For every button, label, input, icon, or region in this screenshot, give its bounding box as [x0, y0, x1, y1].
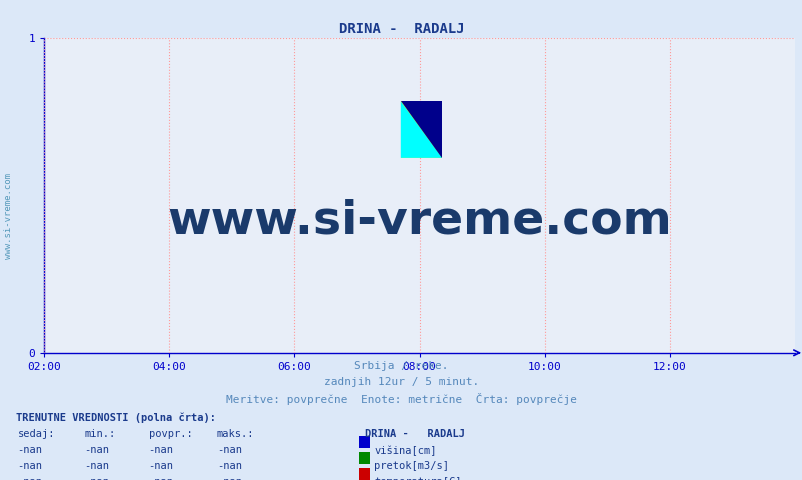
Text: povpr.:: povpr.: [148, 429, 192, 439]
Text: -nan: -nan [217, 461, 241, 471]
Text: -nan: -nan [217, 477, 241, 480]
Text: -nan: -nan [84, 445, 109, 456]
Text: maks.:: maks.: [217, 429, 254, 439]
Text: zadnjih 12ur / 5 minut.: zadnjih 12ur / 5 minut. [323, 377, 479, 387]
Text: -nan: -nan [217, 445, 241, 456]
Text: TRENUTNE VREDNOSTI (polna črta):: TRENUTNE VREDNOSTI (polna črta): [16, 413, 216, 423]
Text: min.:: min.: [84, 429, 115, 439]
Text: Srbija / reke.: Srbija / reke. [354, 361, 448, 371]
Text: -nan: -nan [18, 461, 43, 471]
Text: -nan: -nan [148, 445, 173, 456]
Text: -nan: -nan [18, 477, 43, 480]
Polygon shape [400, 101, 442, 158]
Text: temperatura[C]: temperatura[C] [374, 477, 461, 480]
Text: -nan: -nan [148, 461, 173, 471]
Text: -nan: -nan [84, 477, 109, 480]
Text: DRINA -   RADALJ: DRINA - RADALJ [365, 429, 465, 439]
Text: -nan: -nan [148, 477, 173, 480]
Polygon shape [400, 101, 442, 158]
Text: -nan: -nan [18, 445, 43, 456]
Text: pretok[m3/s]: pretok[m3/s] [374, 461, 448, 471]
Text: sedaj:: sedaj: [18, 429, 55, 439]
Bar [400, 101, 442, 158]
Text: www.si-vreme.com: www.si-vreme.com [3, 173, 13, 259]
Text: www.si-vreme.com: www.si-vreme.com [167, 198, 671, 243]
Text: -nan: -nan [84, 461, 109, 471]
Text: Meritve: povprečne  Enote: metrične  Črta: povprečje: Meritve: povprečne Enote: metrične Črta:… [225, 393, 577, 405]
Text: višina[cm]: višina[cm] [374, 445, 436, 456]
Text: DRINA -  RADALJ: DRINA - RADALJ [338, 22, 464, 36]
